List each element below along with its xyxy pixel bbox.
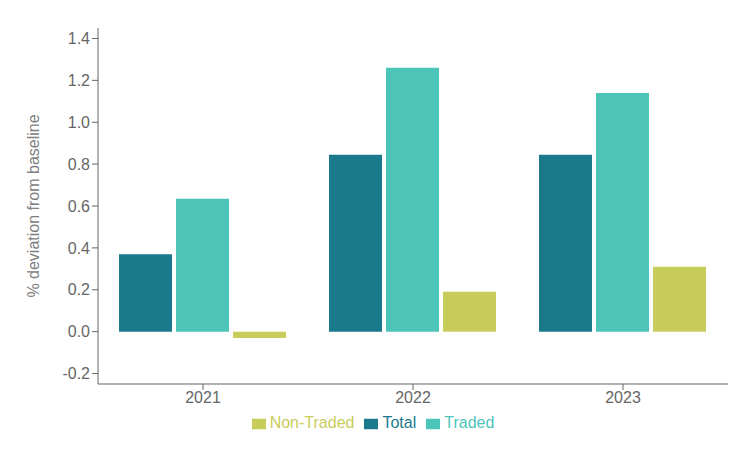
svg-text:-0.2: -0.2	[62, 365, 90, 382]
html-text:Traded: Traded	[444, 414, 495, 431]
svg-text:2023: 2023	[605, 389, 641, 406]
svg-text:2021: 2021	[185, 389, 221, 406]
html-text:Total: Total	[382, 414, 417, 431]
svg-text:1.0: 1.0	[68, 114, 90, 131]
svg-text:1.4: 1.4	[68, 30, 90, 47]
svg-text:0.8: 0.8	[68, 156, 90, 173]
svg-text:0.2: 0.2	[68, 281, 90, 298]
svg-text:2022: 2022	[395, 389, 431, 406]
svg-text:0.4: 0.4	[68, 240, 90, 257]
html-text:Non-Traded: Non-Traded	[269, 414, 355, 431]
svg-text:0.0: 0.0	[68, 323, 90, 340]
svg-text:1.2: 1.2	[68, 72, 90, 89]
svg-text:% deviation from baseline: % deviation from baseline	[25, 114, 42, 297]
svg-text:0.6: 0.6	[68, 198, 90, 215]
